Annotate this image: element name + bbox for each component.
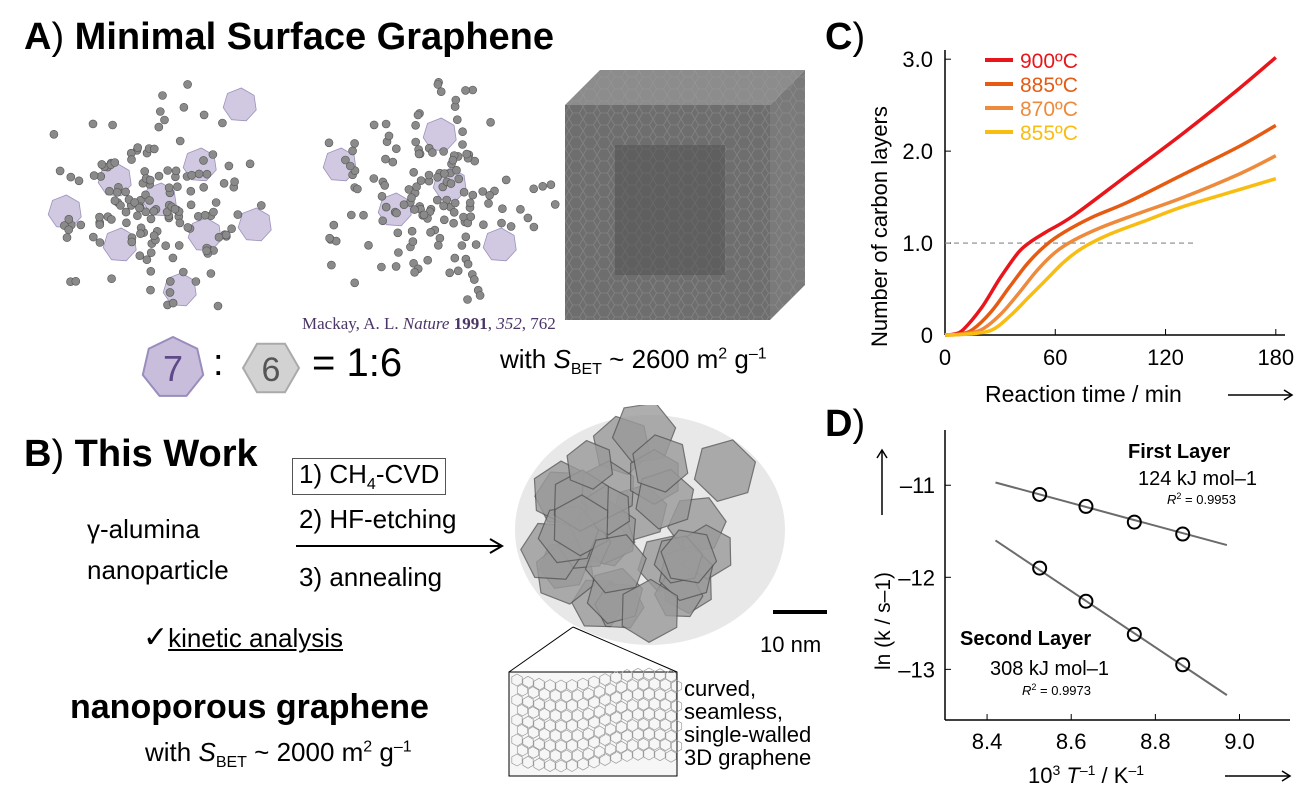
star-molecule-model — [47, 80, 272, 311]
x-tick-label: 180 — [1257, 345, 1294, 370]
checkmark-icon: ✓ — [143, 621, 169, 654]
product-name: nanoporous graphene — [70, 688, 429, 726]
r2-first: R2 = 0.9953 — [1167, 491, 1236, 507]
legend-label: 885ºC — [1020, 74, 1078, 97]
y-axis-label: Number of carbon layers — [867, 106, 892, 347]
desc-line: single-walled — [684, 722, 812, 747]
start-material-line1: γ-alumina — [87, 514, 200, 544]
series-line — [944, 56, 1277, 337]
x-axis-label: 103 T–1 / K–1 — [1028, 762, 1144, 788]
sbet-b: with SBET ~ 2000 m2 g–1 — [145, 737, 412, 772]
start-material-line2: nanoparticle — [87, 555, 229, 585]
citation: Mackay, A. L. Nature 1991, 352, 762 — [302, 314, 556, 333]
y-tick-label: 1.0 — [902, 231, 933, 256]
curved-molecule-model — [322, 77, 560, 304]
x-tick-label: 60 — [1043, 345, 1067, 370]
heptagon-label: 7 — [163, 348, 183, 389]
y-tick-label: –11 — [900, 473, 935, 498]
desc-line: curved, — [684, 676, 757, 701]
reaction-arrow — [296, 538, 504, 554]
hexagon-6-icon: 6 — [241, 342, 301, 394]
x-axis-label: Reaction time / min — [985, 381, 1182, 407]
zoom-callout — [508, 626, 683, 777]
sbet-a: with SBET ~ 2600 m2 g–1 — [500, 344, 767, 379]
desc-line: 3D graphene — [684, 745, 812, 770]
series-line — [944, 154, 1277, 337]
y-tick-label: 2.0 — [902, 139, 933, 164]
data-point — [1175, 657, 1191, 673]
x-tick-label: 8.8 — [1140, 729, 1171, 754]
data-point — [1032, 560, 1048, 576]
panel-c-label: C) — [825, 16, 866, 58]
data-point — [1126, 514, 1142, 530]
step-cvd: 1) CH4-CVD — [292, 458, 447, 496]
energy-first: 124 kJ mol–1 — [1138, 468, 1257, 490]
y-tick-label: 3.0 — [902, 47, 933, 72]
data-point — [1032, 486, 1048, 502]
panel-a-title: A) Minimal Surface Graphene — [24, 16, 555, 58]
step-hf-etching: 2) HF-etching — [299, 504, 457, 534]
series-label-second: Second Layer — [960, 628, 1091, 650]
panel-d-label: D) — [825, 403, 866, 445]
panel-b-title: B) This Work — [24, 433, 258, 475]
graphene-description: curved, seamless, single-walled 3D graph… — [684, 677, 811, 769]
y-tick-label: –12 — [898, 565, 935, 590]
legend-label: 855ºC — [1020, 122, 1078, 145]
r2-second: R2 = 0.9973 — [1022, 682, 1091, 698]
x-tick-label: 9.0 — [1224, 729, 1255, 754]
scale-bar — [773, 610, 827, 614]
data-point — [1126, 626, 1142, 642]
hexagon-label: 6 — [262, 351, 281, 389]
x-axis-arrowhead — [1283, 389, 1294, 401]
legend-label: 870ºC — [1020, 98, 1078, 121]
series-line — [944, 177, 1277, 337]
legend-label: 900ºC — [1020, 50, 1078, 73]
desc-line: seamless, — [684, 699, 784, 724]
schwarz-cube-image — [565, 70, 805, 320]
kinetic-analysis-line: ✓kinetic analysis — [143, 621, 343, 654]
scale-bar-label: 10 nm — [760, 632, 822, 657]
data-point — [1078, 593, 1094, 609]
data-point — [1175, 526, 1191, 542]
x-tick-label: 120 — [1147, 345, 1184, 370]
series-line — [944, 123, 1277, 337]
ratio-equals: = 1:6 — [312, 341, 403, 385]
x-axis-arrowhead — [1281, 770, 1292, 782]
x-tick-label: 0 — [939, 345, 951, 370]
y-tick-label: –13 — [898, 657, 935, 682]
nanoporous-graphene-image — [515, 405, 785, 645]
y-tick-label: 0 — [921, 323, 933, 348]
y-axis-label: ln (k / s–1) — [872, 572, 895, 670]
heptagon-7-icon: 7 — [141, 335, 205, 397]
series-label-first: First Layer — [1128, 441, 1230, 463]
x-tick-label: 8.4 — [972, 729, 1003, 754]
ratio-colon: : — [213, 342, 224, 384]
y-axis-arrowhead — [876, 448, 888, 459]
data-point — [1078, 498, 1094, 514]
step-annealing: 3) annealing — [299, 562, 443, 592]
x-tick-label: 8.6 — [1056, 729, 1087, 754]
arrhenius-chart: 8.4 8.6 8.8 9.0 –11 –12 –13 First Layer 124 kJ m… — [872, 430, 1292, 788]
energy-second: 308 kJ mol–1 — [990, 658, 1109, 680]
graphene-molecular-models — [47, 77, 560, 311]
